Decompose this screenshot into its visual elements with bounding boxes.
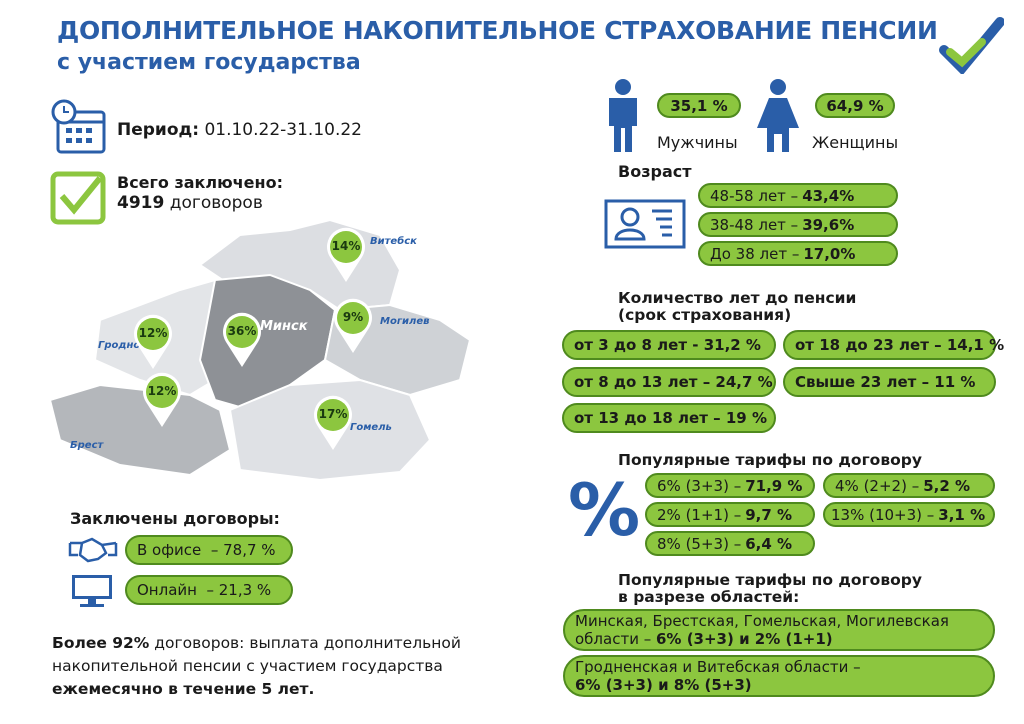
regional-item: Гродненская и Витебская области – 6% (3+… [563,655,995,697]
tariff-label: 2% (1+1) – [657,505,742,524]
period: Период: 01.10.22-31.10.22 [117,120,362,140]
map-pin: 12% [131,314,175,370]
tariff-item: 4% (2+2) –5,2 % [823,473,995,498]
age-item: 48-58 лет –43,4% [698,183,898,208]
years-item: от 18 до 23 лет – 14,1 % [783,330,1004,360]
age-label: До 38 лет – [710,244,800,263]
channels-heading: Заключены договоры: [70,509,280,528]
page-subtitle: с участием государства [57,50,361,75]
female-icon [757,79,799,152]
svg-text:Могилев: Могилев [380,316,430,327]
tariff-label: 4% (2+2) – [835,476,920,495]
map-pin: 9% [331,298,375,354]
map-pin-percent: 12% [138,326,168,340]
tariff-value: 6,4 % [745,534,793,553]
regional-line1: Минская, Брестская, Гомельская, Могилевс… [575,612,949,630]
regional-subheading: в разрезе областей: [618,588,800,606]
regional-heading: Популярные тарифы по договору [618,571,922,589]
tariff-item: 13% (10+3) –3,1 % [823,502,995,527]
period-label: Период: [117,120,200,140]
age-item: 38-48 лет –39,6% [698,212,898,237]
total-count: 4919 договоров [117,193,263,213]
map-pin: 12% [140,372,184,428]
age-value: 43,4% [802,186,855,205]
channel-value: – 78,7 % [210,541,276,559]
age-label: 48-58 лет – [710,186,799,205]
age-label: 38-48 лет – [710,215,799,234]
tariffs-heading: Популярные тарифы по договору [618,451,922,469]
monitor-icon [72,575,112,607]
footer-line2: накопительной пенсии с участием государс… [52,657,443,675]
regional-tariffs: 6% (3+3) и 8% (5+3) [575,676,752,694]
age-item: До 38 лет –17,0% [698,241,898,266]
map-pin-percent: 36% [227,324,257,338]
handshake-icon [68,537,118,563]
tariff-label: 8% (5+3) – [657,534,742,553]
tariff-value: 3,1 % [938,505,986,524]
tariff-value: 9,7 % [745,505,793,524]
regional-line2: области – [575,630,652,648]
years-item: от 8 до 13 лет – 24,7 % [562,367,776,397]
male-label: Мужчины [657,133,738,152]
age-value: 17,0% [803,244,856,263]
tariff-value: 5,2 % [923,476,971,495]
total-label: Всего заключено: [117,173,283,192]
map-pin-percent: 17% [318,407,348,421]
tariff-item: 8% (5+3) –6,4 % [645,531,815,556]
map-pin: 14% [324,227,368,283]
tariff-item: 2% (1+1) –9,7 % [645,502,815,527]
female-percent: 64,9 % [815,93,895,118]
svg-text:Витебск: Витебск [370,235,417,247]
years-heading: Количество лет до пенсии [618,289,857,307]
tariff-label: 6% (3+3) – [657,476,742,495]
calendar-clock-icon [51,99,106,154]
tariff-label: 13% (10+3) – [831,505,935,524]
footer-line1: договоров: выплата дополнительной [154,634,461,652]
years-item: от 3 до 8 лет - 31,2 % [562,330,776,360]
svg-text:Брест: Брест [70,440,104,451]
svg-text:Гродно: Гродно [98,340,140,351]
channel-value: – 21,3 % [206,581,272,599]
map-pin-percent: 9% [342,310,364,324]
male-percent: 35,1 % [657,93,741,118]
age-value: 39,6% [802,215,855,234]
female-label: Женщины [812,133,899,152]
map-pin: 36% [220,312,264,368]
logo-check-icon [939,17,1004,74]
footer-note: Более 92% договоров: выплата дополнитель… [52,632,461,701]
page-title: ДОПОЛНИТЕЛЬНОЕ НАКОПИТЕЛЬНОЕ СТРАХОВАНИЕ… [57,16,938,45]
channel-office: В офисе – 78,7 % [125,535,293,565]
svg-text:Минск: Минск [260,319,309,334]
years-item: Свыше 23 лет – 11 % [783,367,996,397]
male-icon [609,79,637,152]
region-brest [48,383,232,477]
total-unit: договоров [169,193,263,213]
svg-text:Гомель: Гомель [350,422,392,433]
channel-label: Онлайн [137,581,197,599]
footer-line3: ежемесячно в течение 5 лет. [52,680,315,698]
percent-icon: % [568,468,641,552]
years-subheading: (срок страхования) [618,306,792,324]
channel-label: В офисе [137,541,202,559]
regional-line1: Гродненская и Витебская области – [575,658,861,676]
regional-tariffs: 6% (3+3) и 2% (1+1) [656,630,833,648]
years-item: от 13 до 18 лет – 19 % [562,403,776,433]
age-heading: Возраст [618,162,692,181]
tariff-item: 6% (3+3) –71,9 % [645,473,815,498]
regional-item: Минская, Брестская, Гомельская, Могилевс… [563,609,995,651]
tariff-value: 71,9 % [745,476,803,495]
map-pin-percent: 12% [147,384,177,398]
channel-online: Онлайн – 21,3 % [125,575,293,605]
period-value: 01.10.22-31.10.22 [204,120,362,140]
total-number: 4919 [117,193,165,213]
map-pin: 17% [311,395,355,451]
footer-bold: Более 92% [52,634,150,652]
map-pin-percent: 14% [331,239,361,253]
checkbox-icon [50,171,106,225]
region-minsk [198,273,337,412]
id-card-icon [604,199,686,249]
